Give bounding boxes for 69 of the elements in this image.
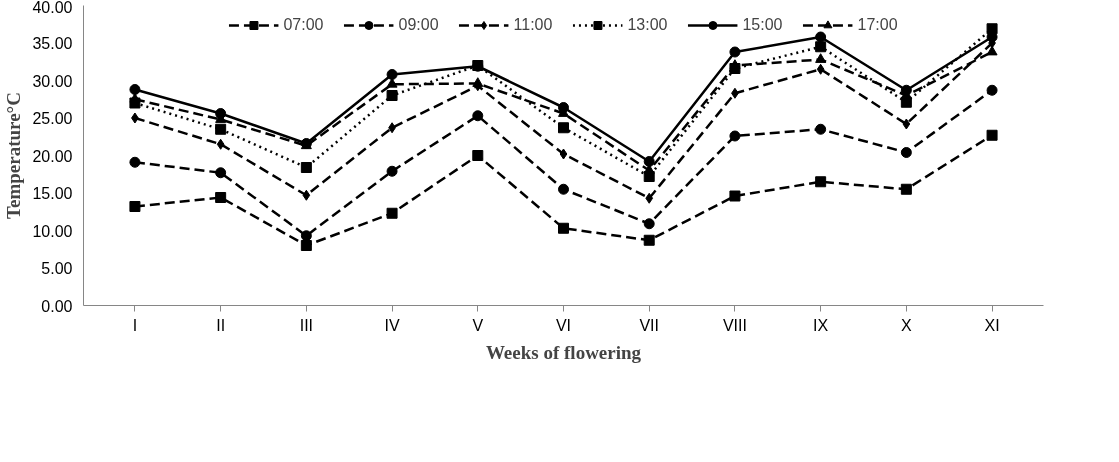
y-tick-label: 35.00	[32, 35, 73, 52]
y-tick-label: 5.00	[41, 260, 73, 277]
point	[902, 118, 911, 130]
x-tick-label: IV	[384, 316, 400, 334]
legend-label: 13:00	[627, 16, 668, 34]
point	[986, 84, 998, 96]
point	[558, 222, 569, 234]
point	[729, 59, 741, 69]
y-tick-label: 20.00	[32, 147, 73, 165]
x-tick-label: II	[216, 316, 226, 334]
x-tick-label: XI	[984, 316, 1000, 334]
point	[815, 41, 827, 53]
point	[729, 190, 741, 202]
point	[215, 192, 227, 203]
y-tick-label: 0.00	[41, 297, 73, 315]
legend-label: 15:00	[742, 16, 783, 34]
point	[815, 176, 827, 188]
point	[900, 147, 912, 158]
point	[302, 189, 311, 201]
point	[986, 45, 998, 56]
x-tick-label: VII	[639, 316, 659, 334]
point	[472, 150, 484, 161]
y-tick-label: 25.00	[32, 110, 73, 127]
point	[216, 138, 225, 150]
point	[472, 110, 484, 122]
y-tick-label: 40.00	[32, 0, 73, 16]
point	[900, 183, 912, 195]
point	[816, 63, 825, 75]
point	[386, 90, 398, 101]
x-tick-label: X	[901, 316, 913, 334]
x-tick-label: V	[472, 316, 484, 334]
x-tick-label: VIII	[722, 316, 747, 334]
point	[643, 234, 655, 246]
point	[386, 69, 398, 80]
point	[559, 148, 568, 160]
point	[815, 31, 827, 43]
point	[815, 53, 827, 63]
x-axis-title: Weeks of flowering	[485, 341, 642, 363]
x-tick-label: I	[132, 316, 138, 334]
x-tick-label: III	[299, 316, 314, 334]
point	[215, 123, 227, 135]
point	[645, 192, 654, 204]
point	[300, 240, 312, 251]
point	[215, 167, 227, 179]
x-tick-label: VI	[555, 316, 572, 334]
point	[129, 201, 141, 212]
point	[386, 207, 398, 219]
y-axis-title: Temperature°C	[3, 92, 25, 219]
point	[386, 165, 398, 177]
point	[643, 156, 655, 167]
point	[729, 46, 741, 58]
legend-label: 09:00	[398, 16, 439, 34]
point	[129, 156, 141, 168]
x-tick-label: IX	[813, 316, 829, 334]
point	[729, 130, 741, 142]
point	[815, 123, 827, 135]
y-tick-label: 10.00	[32, 222, 73, 240]
point	[558, 122, 569, 134]
legend-label: 11:00	[513, 16, 553, 34]
y-tick-label: 30.00	[32, 72, 73, 90]
point	[986, 129, 998, 141]
legend-label: 07:00	[283, 16, 324, 34]
y-tick-label: 15.00	[32, 185, 73, 202]
point	[129, 84, 141, 95]
point	[558, 183, 569, 195]
point	[643, 218, 655, 230]
point	[300, 162, 312, 173]
point	[472, 77, 484, 87]
legend-label: 17:00	[857, 16, 898, 34]
